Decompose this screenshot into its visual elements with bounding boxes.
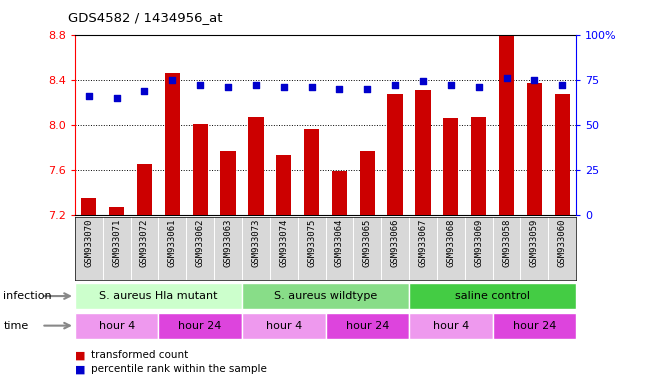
Text: GSM933067: GSM933067 bbox=[419, 219, 428, 267]
Text: GSM933075: GSM933075 bbox=[307, 219, 316, 267]
Bar bbox=[81, 198, 96, 215]
Bar bbox=[527, 83, 542, 215]
Bar bbox=[276, 155, 292, 215]
Bar bbox=[326, 313, 409, 339]
Text: GSM933058: GSM933058 bbox=[502, 219, 511, 267]
Point bbox=[418, 78, 428, 84]
Text: GSM933068: GSM933068 bbox=[447, 219, 455, 267]
Bar bbox=[332, 171, 347, 215]
Bar bbox=[137, 164, 152, 215]
Bar bbox=[409, 283, 576, 309]
Bar bbox=[75, 313, 158, 339]
Text: GSM933072: GSM933072 bbox=[140, 219, 149, 267]
Bar bbox=[359, 151, 375, 215]
Text: hour 4: hour 4 bbox=[266, 321, 302, 331]
Bar bbox=[387, 94, 403, 215]
Point bbox=[111, 95, 122, 101]
Point bbox=[167, 77, 178, 83]
Text: GSM933061: GSM933061 bbox=[168, 219, 177, 267]
Bar bbox=[555, 94, 570, 215]
Point bbox=[279, 84, 289, 90]
Text: GDS4582 / 1434956_at: GDS4582 / 1434956_at bbox=[68, 12, 223, 25]
Text: S. aureus Hla mutant: S. aureus Hla mutant bbox=[99, 291, 217, 301]
Bar bbox=[471, 117, 486, 215]
Text: GSM933064: GSM933064 bbox=[335, 219, 344, 267]
Text: percentile rank within the sample: percentile rank within the sample bbox=[91, 364, 267, 374]
Point bbox=[362, 86, 372, 92]
Point bbox=[307, 84, 317, 90]
Text: hour 24: hour 24 bbox=[513, 321, 556, 331]
Point bbox=[195, 82, 206, 88]
Text: infection: infection bbox=[3, 291, 52, 301]
Text: hour 24: hour 24 bbox=[178, 321, 222, 331]
Text: hour 4: hour 4 bbox=[433, 321, 469, 331]
Bar bbox=[75, 283, 242, 309]
Text: GSM933065: GSM933065 bbox=[363, 219, 372, 267]
Bar bbox=[493, 313, 576, 339]
Text: GSM933074: GSM933074 bbox=[279, 219, 288, 267]
Text: transformed count: transformed count bbox=[91, 350, 188, 360]
Text: GSM933071: GSM933071 bbox=[112, 219, 121, 267]
Bar bbox=[409, 313, 493, 339]
Point bbox=[83, 93, 94, 99]
Text: GSM933062: GSM933062 bbox=[196, 219, 204, 267]
Point bbox=[557, 82, 568, 88]
Text: GSM933063: GSM933063 bbox=[223, 219, 232, 267]
Text: ■: ■ bbox=[75, 350, 85, 360]
Text: ■: ■ bbox=[75, 364, 85, 374]
Bar bbox=[443, 118, 458, 215]
Text: GSM933059: GSM933059 bbox=[530, 219, 539, 267]
Bar bbox=[193, 124, 208, 215]
Text: hour 24: hour 24 bbox=[346, 321, 389, 331]
Bar bbox=[158, 313, 242, 339]
Bar bbox=[109, 207, 124, 215]
Point bbox=[445, 82, 456, 88]
Point bbox=[473, 84, 484, 90]
Bar bbox=[221, 151, 236, 215]
Point bbox=[251, 82, 261, 88]
Text: GSM933060: GSM933060 bbox=[558, 219, 567, 267]
Bar bbox=[165, 73, 180, 215]
Point bbox=[390, 82, 400, 88]
Text: GSM933069: GSM933069 bbox=[474, 219, 483, 267]
Text: hour 4: hour 4 bbox=[98, 321, 135, 331]
Bar bbox=[242, 283, 409, 309]
Point bbox=[223, 84, 233, 90]
Text: S. aureus wildtype: S. aureus wildtype bbox=[274, 291, 377, 301]
Point bbox=[139, 88, 150, 94]
Text: time: time bbox=[3, 321, 29, 331]
Point bbox=[334, 86, 344, 92]
Bar bbox=[499, 36, 514, 215]
Text: GSM933066: GSM933066 bbox=[391, 219, 400, 267]
Bar bbox=[415, 90, 430, 215]
Point bbox=[529, 77, 540, 83]
Text: GSM933073: GSM933073 bbox=[251, 219, 260, 267]
Text: GSM933070: GSM933070 bbox=[84, 219, 93, 267]
Bar bbox=[248, 117, 264, 215]
Bar bbox=[304, 129, 319, 215]
Bar bbox=[242, 313, 326, 339]
Point bbox=[501, 75, 512, 81]
Text: saline control: saline control bbox=[455, 291, 530, 301]
